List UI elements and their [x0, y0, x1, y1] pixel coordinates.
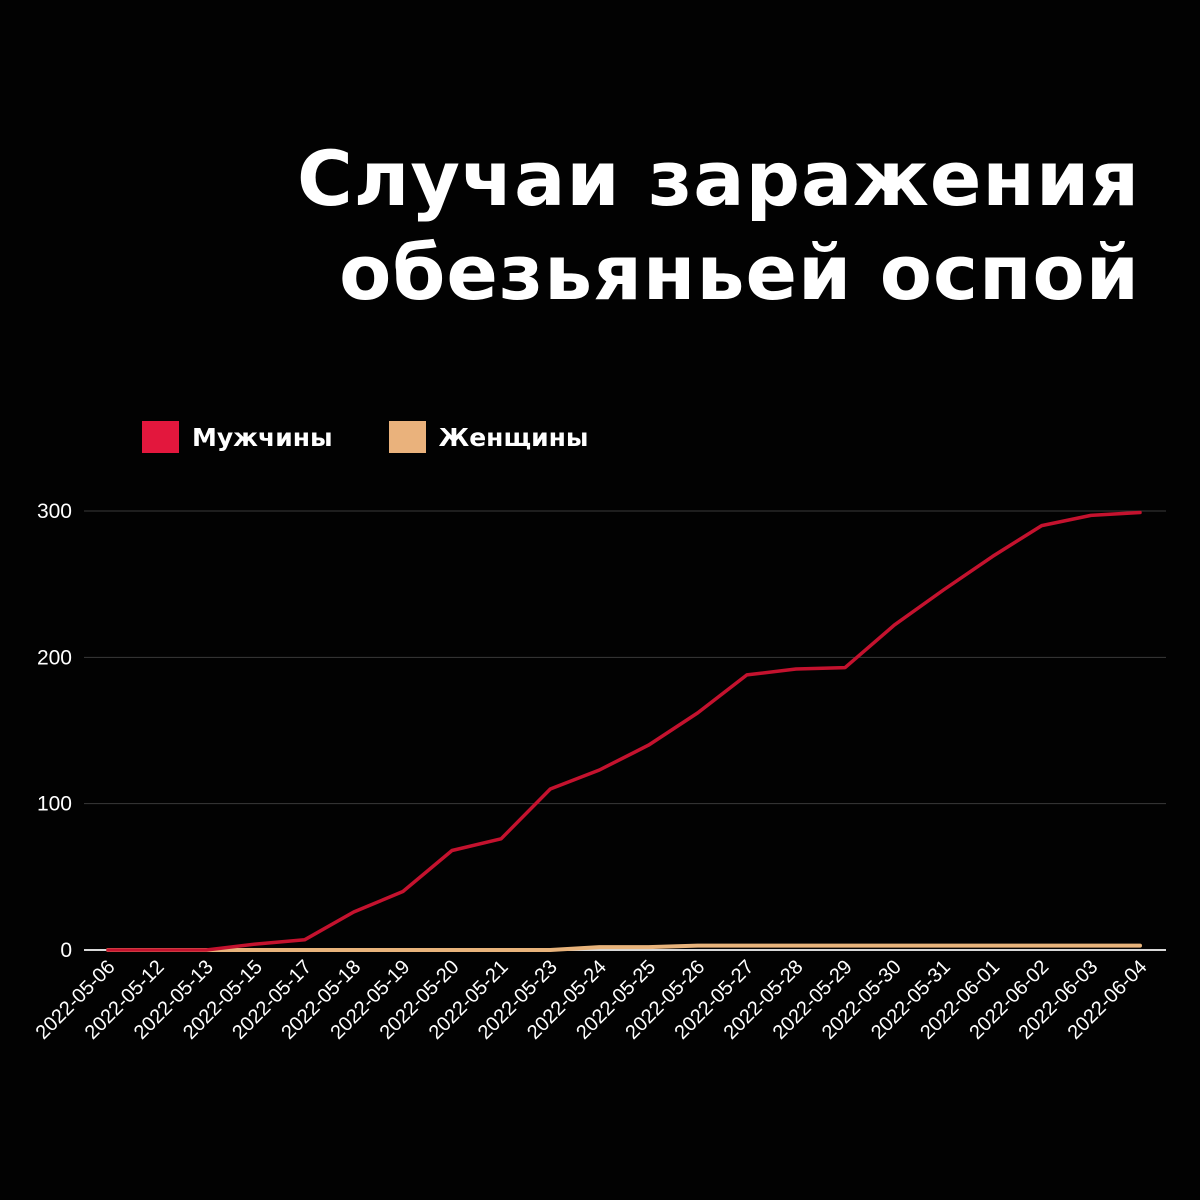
chart-legend: Мужчины Женщины	[142, 419, 645, 455]
legend-swatch-women	[388, 421, 426, 453]
x-axis-ticks: 2022-05-062022-05-122022-05-132022-05-15…	[32, 956, 1152, 1044]
data-series	[106, 510, 1142, 952]
legend-item-men: Мужчины	[142, 421, 333, 453]
y-tick-label: 200	[37, 646, 72, 669]
legend-swatch-men	[142, 421, 179, 453]
y-tick-label: 100	[37, 793, 72, 816]
grid-lines	[84, 510, 1166, 951]
legend-label-men: Мужчины	[192, 422, 333, 452]
y-tick-label: 300	[37, 500, 72, 523]
chart-title: Случаи заражения обезьяньей оспой	[140, 132, 1140, 320]
chart-title-line-1: Случаи заражения	[296, 134, 1140, 223]
series-line-women	[106, 943, 1142, 952]
y-axis-ticks: 0 100 200 300	[37, 500, 72, 962]
legend-item-women: Женщины	[388, 421, 589, 453]
legend-label-women: Женщины	[438, 422, 589, 452]
y-tick-label: 0	[60, 939, 72, 962]
chart-title-line-2: обезьяньей оспой	[339, 228, 1140, 317]
series-line-men	[106, 510, 1142, 952]
